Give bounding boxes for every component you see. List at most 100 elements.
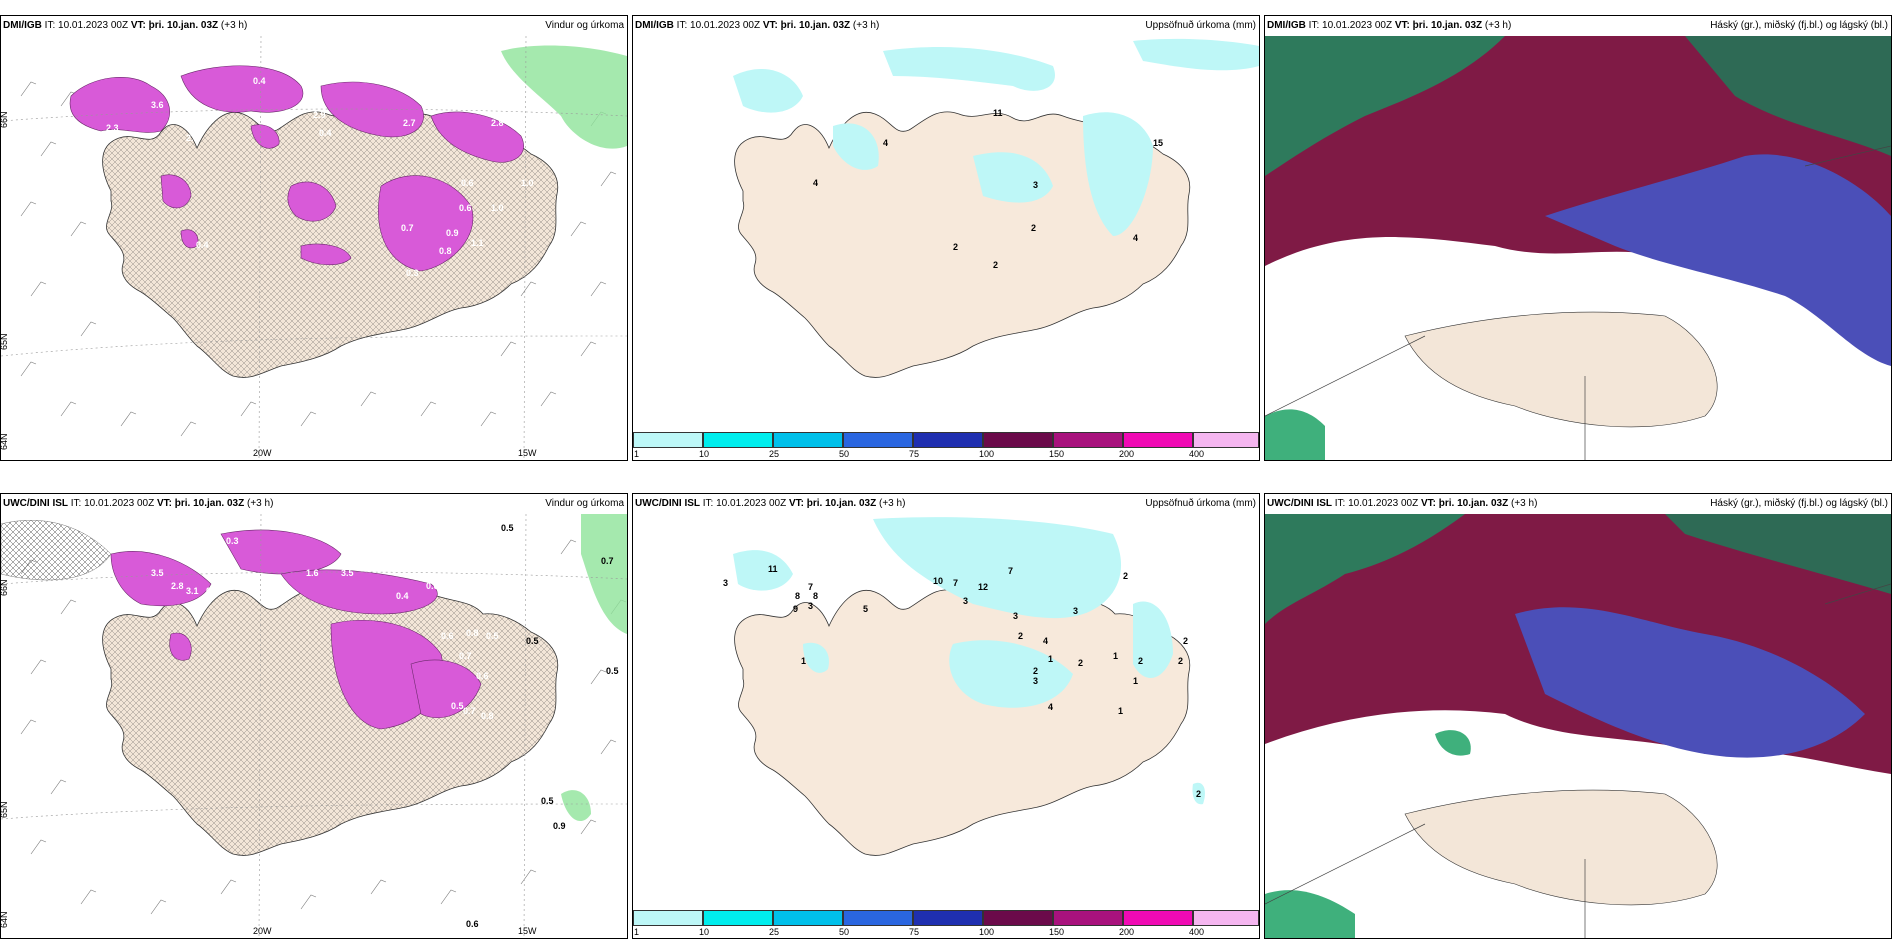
precip-values: 0.4 3.6 2.1 2.9 2.3 2.7 2.8 0.4 0.6 1.0 … [106, 76, 534, 278]
value-label: 1.0 [346, 541, 359, 551]
lon-label-15w: 15W [518, 448, 537, 458]
colorbar-swatch [1053, 432, 1123, 448]
model-name: UWC/DINI ISL [635, 498, 700, 509]
colorbar-tick: 25 [769, 449, 780, 459]
accum-values: 3 11 7 8 3 8 9 5 10 7 12 3 1 7 3 2 4 3 2… [723, 564, 1201, 799]
value-label: 4 [1133, 233, 1138, 243]
value-label: 0.4 [196, 240, 209, 250]
colorbar-swatch [633, 432, 703, 448]
colorbar-swatch [843, 910, 913, 926]
colorbar-tick: 100 [979, 927, 995, 937]
panel-uwc-clouds: UWC/DINI ISL IT: 10.01.2023 00Z VT: þri.… [1264, 493, 1892, 939]
value-label: 0.9 [553, 821, 566, 831]
value-label: 4 [883, 138, 888, 148]
colorbar-swatch [913, 910, 983, 926]
precip-values: 0.3 1.6 1.0 0.6 2.2 0.5 0.7 3.5 3.1 0.4 … [151, 523, 619, 929]
value-label: 7 [1008, 566, 1013, 576]
accum-precip-map: 11 4 4 3 2 2 2 4 15 [633, 36, 1259, 460]
value-label: 0.3 [226, 536, 239, 546]
lat-label-64: 64N [1, 433, 9, 450]
cloud-map [1265, 514, 1891, 938]
colorbar-tick: 75 [909, 449, 920, 459]
value-label: 4 [1048, 702, 1053, 712]
value-label: 2.1 [186, 133, 199, 143]
value-label: 2 [1178, 656, 1183, 666]
valid-time: VT: þri. 10.jan. 03Z [788, 498, 877, 509]
accum-precip-map: 3 11 7 8 3 8 9 5 10 7 12 3 1 7 3 2 4 3 2… [633, 514, 1259, 938]
colorbar-swatch [983, 910, 1053, 926]
value-label: 0.4 [206, 586, 219, 596]
model-name: DMI/IGB [1267, 20, 1306, 31]
low-cloud-area [1545, 154, 1891, 366]
colorbar-swatch [1193, 432, 1259, 448]
value-label: 2 [1123, 571, 1128, 581]
init-time: IT: 10.01.2023 00Z [1308, 20, 1393, 31]
valid-time: VT: þri. 10.jan. 03Z [130, 20, 219, 31]
panel-title: DMI/IGB IT: 10.01.2023 00Z VT: þri. 10.j… [633, 16, 1259, 36]
init-time: IT: 10.01.2023 00Z [1334, 498, 1419, 509]
wind-precip-map: 66N 65N 64N 20W 15W 0.4 3.6 2.1 2.9 2.3 … [1, 36, 627, 460]
value-label: 1.4 [446, 561, 459, 571]
panel-title: DMI/IGB IT: 10.01.2023 00Z VT: þri. 10.j… [1, 16, 627, 36]
value-label: 2.7 [403, 118, 416, 128]
value-label: 2 [1138, 656, 1143, 666]
colorbar-tick: 1 [634, 927, 640, 937]
value-label: 10 [933, 576, 943, 586]
lon-label-20w: 20W [253, 926, 272, 936]
value-label: 5 [863, 604, 868, 614]
value-label: 2.3 [106, 123, 119, 133]
colorbar-swatch [1053, 910, 1123, 926]
high-cloud-area [1265, 514, 1465, 624]
value-label: 1.6 [306, 528, 319, 538]
lon-label-15w: 15W [518, 926, 537, 936]
colorbar-tick: 200 [1119, 927, 1135, 937]
panel-dmi-clouds: DMI/IGB IT: 10.01.2023 00Z VT: þri. 10.j… [1264, 15, 1892, 461]
value-label: 1 [801, 656, 806, 666]
value-label: 8 [813, 591, 818, 601]
low-cloud-area [1515, 607, 1865, 758]
colorbar-swatch [703, 432, 773, 448]
value-label: 2.2 [441, 538, 454, 548]
colorbar-swatch [1193, 910, 1259, 926]
colorbar-tick: 150 [1049, 449, 1065, 459]
value-label: 0.6 [441, 631, 454, 641]
value-label: 3 [808, 601, 813, 611]
value-label: 2.8 [171, 581, 184, 591]
value-label: 2.8 [491, 118, 504, 128]
colorbar-tick: 75 [909, 927, 920, 937]
value-label: 0.3 [406, 268, 419, 278]
panel-title: UWC/DINI ISL IT: 10.01.2023 00Z VT: þri.… [633, 494, 1259, 514]
accum-values: 11 4 4 3 2 2 2 4 15 [813, 108, 1163, 270]
colorbar-swatch [1123, 432, 1193, 448]
lat-label-66: 66N [1, 111, 9, 128]
value-label: 1.0 [491, 203, 504, 213]
model-name: UWC/DINI ISL [1267, 498, 1332, 509]
colorbar-swatch [633, 910, 703, 926]
value-label: 0.5 [606, 666, 619, 676]
value-label: 9 [793, 604, 798, 614]
value-label: 3 [1013, 611, 1018, 621]
colorbar-swatch [913, 432, 983, 448]
value-label: 0.5 [501, 523, 514, 533]
colorbar-swatch [843, 432, 913, 448]
lat-label-65: 65N [1, 801, 9, 818]
value-label: 0.6 [466, 919, 479, 929]
value-label: 3.6 [151, 100, 164, 110]
value-label: 2 [1196, 789, 1201, 799]
panel-dmi-accum-precip: DMI/IGB IT: 10.01.2023 00Z VT: þri. 10.j… [632, 15, 1260, 461]
colorbar-swatch [773, 432, 843, 448]
product-name: Vindur og úrkoma [545, 498, 624, 509]
value-label: 2 [1031, 223, 1036, 233]
value-label: 0.8 [466, 628, 479, 638]
model-name: DMI/IGB [635, 20, 674, 31]
value-label: 0.8 [439, 246, 452, 256]
lead-time: (+3 h) [879, 498, 906, 509]
valid-time: VT: þri. 10.jan. 03Z [156, 498, 245, 509]
value-label: 0.4 [253, 76, 266, 86]
graticule [1, 514, 627, 938]
value-label: 15 [1153, 138, 1163, 148]
product-name: Vindur og úrkoma [545, 20, 624, 31]
colorbar-tick: 100 [979, 449, 995, 459]
lead-time: (+3 h) [220, 20, 248, 31]
colorbar-tick: 25 [769, 927, 780, 937]
